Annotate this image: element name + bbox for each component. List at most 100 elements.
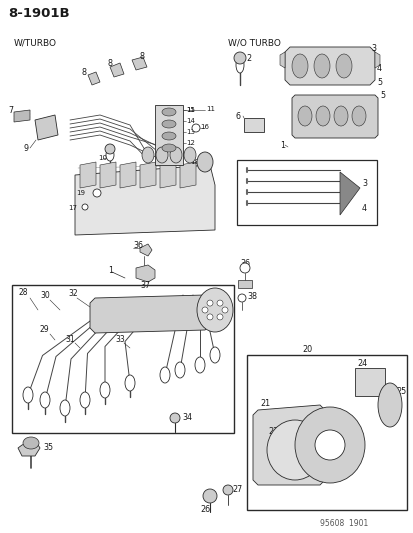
Text: 34: 34 (182, 414, 192, 423)
Text: 1: 1 (279, 141, 284, 149)
Text: 23: 23 (331, 410, 341, 419)
Text: 3: 3 (361, 179, 366, 188)
Ellipse shape (40, 392, 50, 408)
Ellipse shape (125, 375, 135, 391)
Ellipse shape (161, 144, 176, 152)
Text: 28: 28 (19, 287, 28, 296)
Circle shape (170, 413, 180, 423)
Text: 11: 11 (206, 106, 214, 112)
Ellipse shape (142, 147, 154, 163)
Text: 11: 11 (185, 107, 195, 113)
Polygon shape (180, 162, 195, 188)
Text: 95608  1901: 95608 1901 (319, 520, 367, 529)
Polygon shape (90, 295, 209, 333)
Polygon shape (374, 52, 379, 68)
Circle shape (105, 144, 115, 154)
Ellipse shape (183, 147, 195, 163)
Ellipse shape (313, 54, 329, 78)
Polygon shape (18, 440, 40, 456)
Ellipse shape (377, 383, 401, 427)
Bar (154, 105, 183, 165)
Polygon shape (279, 52, 284, 68)
Text: 33: 33 (115, 335, 124, 344)
Text: 27: 27 (231, 486, 242, 495)
Ellipse shape (195, 357, 204, 373)
Ellipse shape (60, 400, 70, 416)
Polygon shape (35, 115, 58, 140)
Ellipse shape (175, 362, 185, 378)
Text: 26: 26 (199, 505, 209, 514)
Text: 18: 18 (190, 159, 199, 165)
Ellipse shape (291, 54, 307, 78)
Circle shape (221, 307, 228, 313)
Text: 7: 7 (8, 106, 13, 115)
Text: 21: 21 (259, 399, 269, 408)
Text: 8: 8 (82, 68, 87, 77)
Text: 6: 6 (235, 111, 240, 120)
Ellipse shape (106, 149, 114, 161)
Text: 8: 8 (140, 52, 145, 61)
Polygon shape (339, 172, 359, 215)
Text: 5: 5 (376, 77, 381, 86)
Polygon shape (100, 162, 116, 188)
Text: 4: 4 (361, 204, 366, 213)
Text: 3: 3 (370, 44, 375, 52)
Circle shape (206, 314, 212, 320)
Circle shape (206, 300, 212, 306)
Circle shape (216, 314, 223, 320)
Polygon shape (140, 244, 152, 256)
Text: 5: 5 (379, 91, 384, 100)
Text: 36: 36 (133, 240, 142, 249)
Polygon shape (75, 165, 214, 235)
Ellipse shape (170, 147, 182, 163)
Text: 36: 36 (240, 259, 249, 268)
Text: 13: 13 (185, 129, 195, 135)
Polygon shape (237, 280, 252, 288)
Text: 9: 9 (24, 143, 29, 152)
Text: 10: 10 (98, 155, 107, 161)
Circle shape (93, 189, 101, 197)
Text: 35: 35 (43, 443, 53, 453)
Polygon shape (252, 405, 324, 485)
Bar (354, 368, 384, 396)
Text: 15: 15 (185, 107, 195, 113)
Text: 20: 20 (301, 345, 311, 354)
Circle shape (216, 300, 223, 306)
Text: 32: 32 (68, 288, 78, 297)
Text: 1: 1 (108, 265, 113, 274)
Circle shape (202, 489, 216, 503)
Ellipse shape (297, 106, 311, 126)
Text: 8-1901B: 8-1901B (8, 6, 69, 20)
Ellipse shape (161, 132, 176, 140)
Polygon shape (14, 110, 30, 122)
Text: W/O TURBO: W/O TURBO (228, 38, 280, 47)
Circle shape (192, 124, 199, 132)
Circle shape (233, 52, 245, 64)
Ellipse shape (335, 54, 351, 78)
Polygon shape (110, 63, 124, 77)
Ellipse shape (80, 392, 90, 408)
Text: 37: 37 (140, 280, 150, 289)
Text: 4: 4 (376, 63, 381, 72)
Polygon shape (120, 162, 136, 188)
Ellipse shape (235, 57, 243, 73)
Ellipse shape (351, 106, 365, 126)
Text: 8: 8 (108, 59, 113, 68)
Ellipse shape (161, 120, 176, 128)
Polygon shape (136, 265, 154, 282)
Text: 17: 17 (68, 205, 77, 211)
Ellipse shape (159, 367, 170, 383)
Text: 25: 25 (395, 387, 405, 397)
Polygon shape (80, 162, 96, 188)
Text: 2: 2 (245, 53, 251, 62)
Ellipse shape (100, 382, 110, 398)
Bar (236, 160, 376, 225)
Ellipse shape (161, 108, 176, 116)
Polygon shape (132, 57, 147, 70)
Ellipse shape (315, 106, 329, 126)
Polygon shape (291, 95, 377, 138)
Circle shape (314, 430, 344, 460)
Polygon shape (88, 72, 100, 85)
Ellipse shape (294, 407, 364, 483)
Text: 30: 30 (40, 290, 50, 300)
